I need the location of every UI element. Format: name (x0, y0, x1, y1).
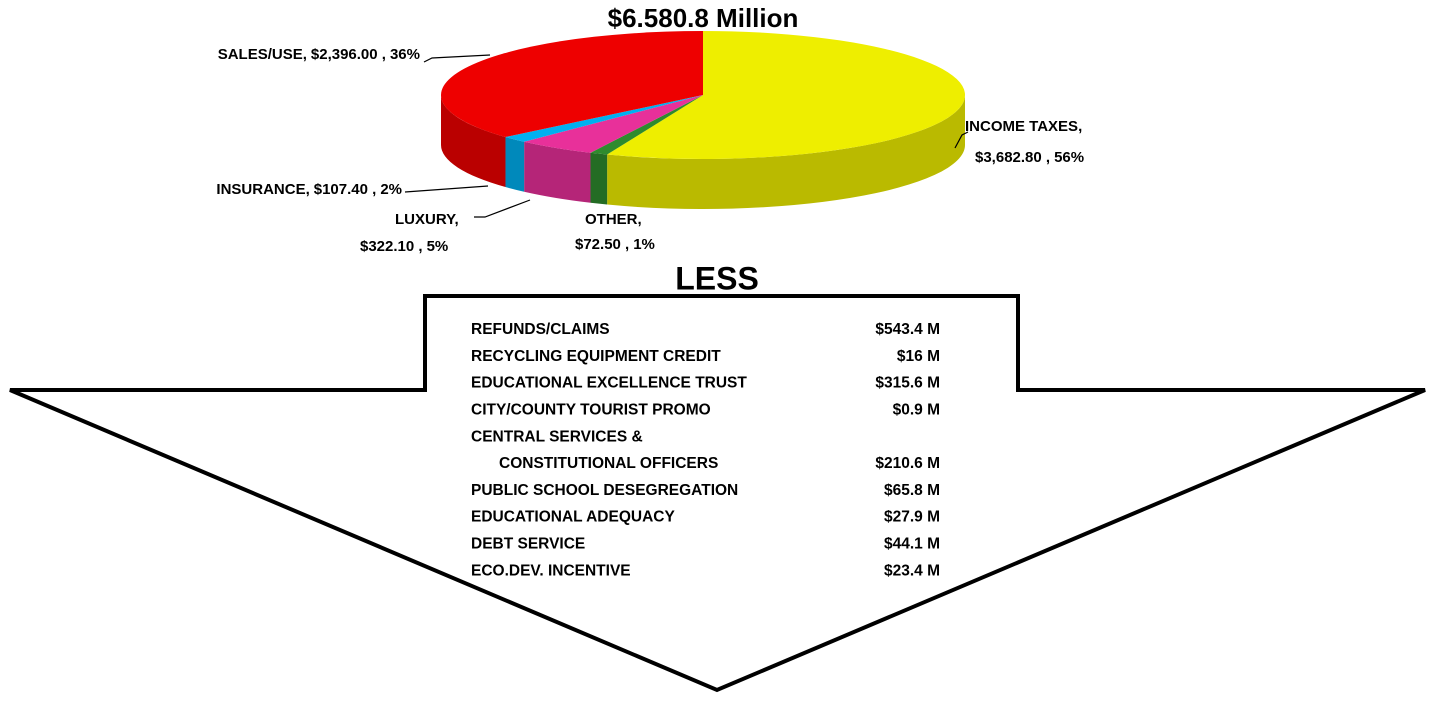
leader-line (474, 199, 531, 218)
leader-lines (404, 54, 969, 218)
chart-title: $6.580.8 Million (608, 3, 799, 33)
deduction-amount: $23.4 M (884, 562, 940, 579)
percent-label: 5% (427, 238, 449, 255)
slice-value: $3,682.80 , 56% (975, 149, 1084, 166)
pie (441, 31, 966, 209)
less-title: LESS (675, 260, 759, 296)
pie-side (441, 95, 506, 188)
value-label: $3,682.80 , (975, 149, 1050, 166)
slice-label: SALES/USE, $2,396.00 , 36% (218, 46, 420, 63)
pie-side (524, 141, 591, 203)
deduction-amount: $44.1 M (884, 535, 940, 552)
percent-label: 1% (633, 236, 655, 253)
pie-slice (607, 31, 966, 159)
deduction-amount: $16 M (897, 348, 940, 365)
value-label: $2,396.00 , (311, 46, 386, 63)
deduction-label: RECYCLING EQUIPMENT CREDIT (471, 348, 721, 365)
pie-side (505, 137, 525, 192)
deduction-label: EDUCATIONAL ADEQUACY (471, 509, 675, 526)
slice-label: INCOME TAXES, (965, 118, 1082, 135)
percent-label: 2% (380, 181, 402, 198)
pie-side (590, 152, 608, 205)
deduction-label: REFUNDS/CLAIMS (471, 321, 610, 338)
category-label: SALES/USE, (218, 46, 307, 63)
slice-value: $72.50 , 1% (575, 236, 655, 253)
deduction-label: PUBLIC SCHOOL DESEGREGATION (471, 482, 738, 499)
arrow (9, 294, 1426, 693)
deduction-amount: $315.6 M (875, 375, 940, 392)
leader-line (423, 54, 491, 63)
pie-slice (524, 95, 703, 153)
pie-side (607, 95, 965, 209)
deduction-label: CITY/COUNTY TOURIST PROMO (471, 401, 711, 418)
value-label: $72.50 , (575, 236, 629, 253)
slice-label: INSURANCE, $107.40 , 2% (216, 181, 402, 198)
deduction-label: DEBT SERVICE (471, 535, 585, 552)
deduction-amount: $27.9 M (884, 509, 940, 526)
pie-slice (505, 95, 703, 142)
deduction-label: CENTRAL SERVICES & (471, 428, 643, 445)
deduction-amount: $543.4 M (875, 321, 940, 338)
value-label: $322.10 , (360, 238, 423, 255)
leader-line (954, 131, 969, 149)
deduction-amount: $210.6 M (875, 455, 940, 472)
pie-slice (590, 95, 703, 155)
percent-label: 36% (390, 46, 420, 63)
category-label: INSURANCE, (216, 181, 309, 198)
slice-label: LUXURY, (395, 211, 459, 228)
deduction-label: ECO.DEV. INCENTIVE (471, 562, 631, 579)
deduction-amount: $0.9 M (893, 401, 940, 418)
percent-label: 56% (1054, 149, 1084, 166)
value-label: $107.40 , (314, 181, 377, 198)
pie-slice (441, 31, 703, 138)
leader-line (404, 185, 489, 193)
deduction-label: CONSTITUTIONAL OFFICERS (499, 455, 718, 472)
deduction-amount: $65.8 M (884, 482, 940, 499)
slice-label: OTHER, (585, 211, 642, 228)
slice-value: $322.10 , 5% (360, 238, 448, 255)
deduction-label: EDUCATIONAL EXCELLENCE TRUST (471, 375, 747, 392)
